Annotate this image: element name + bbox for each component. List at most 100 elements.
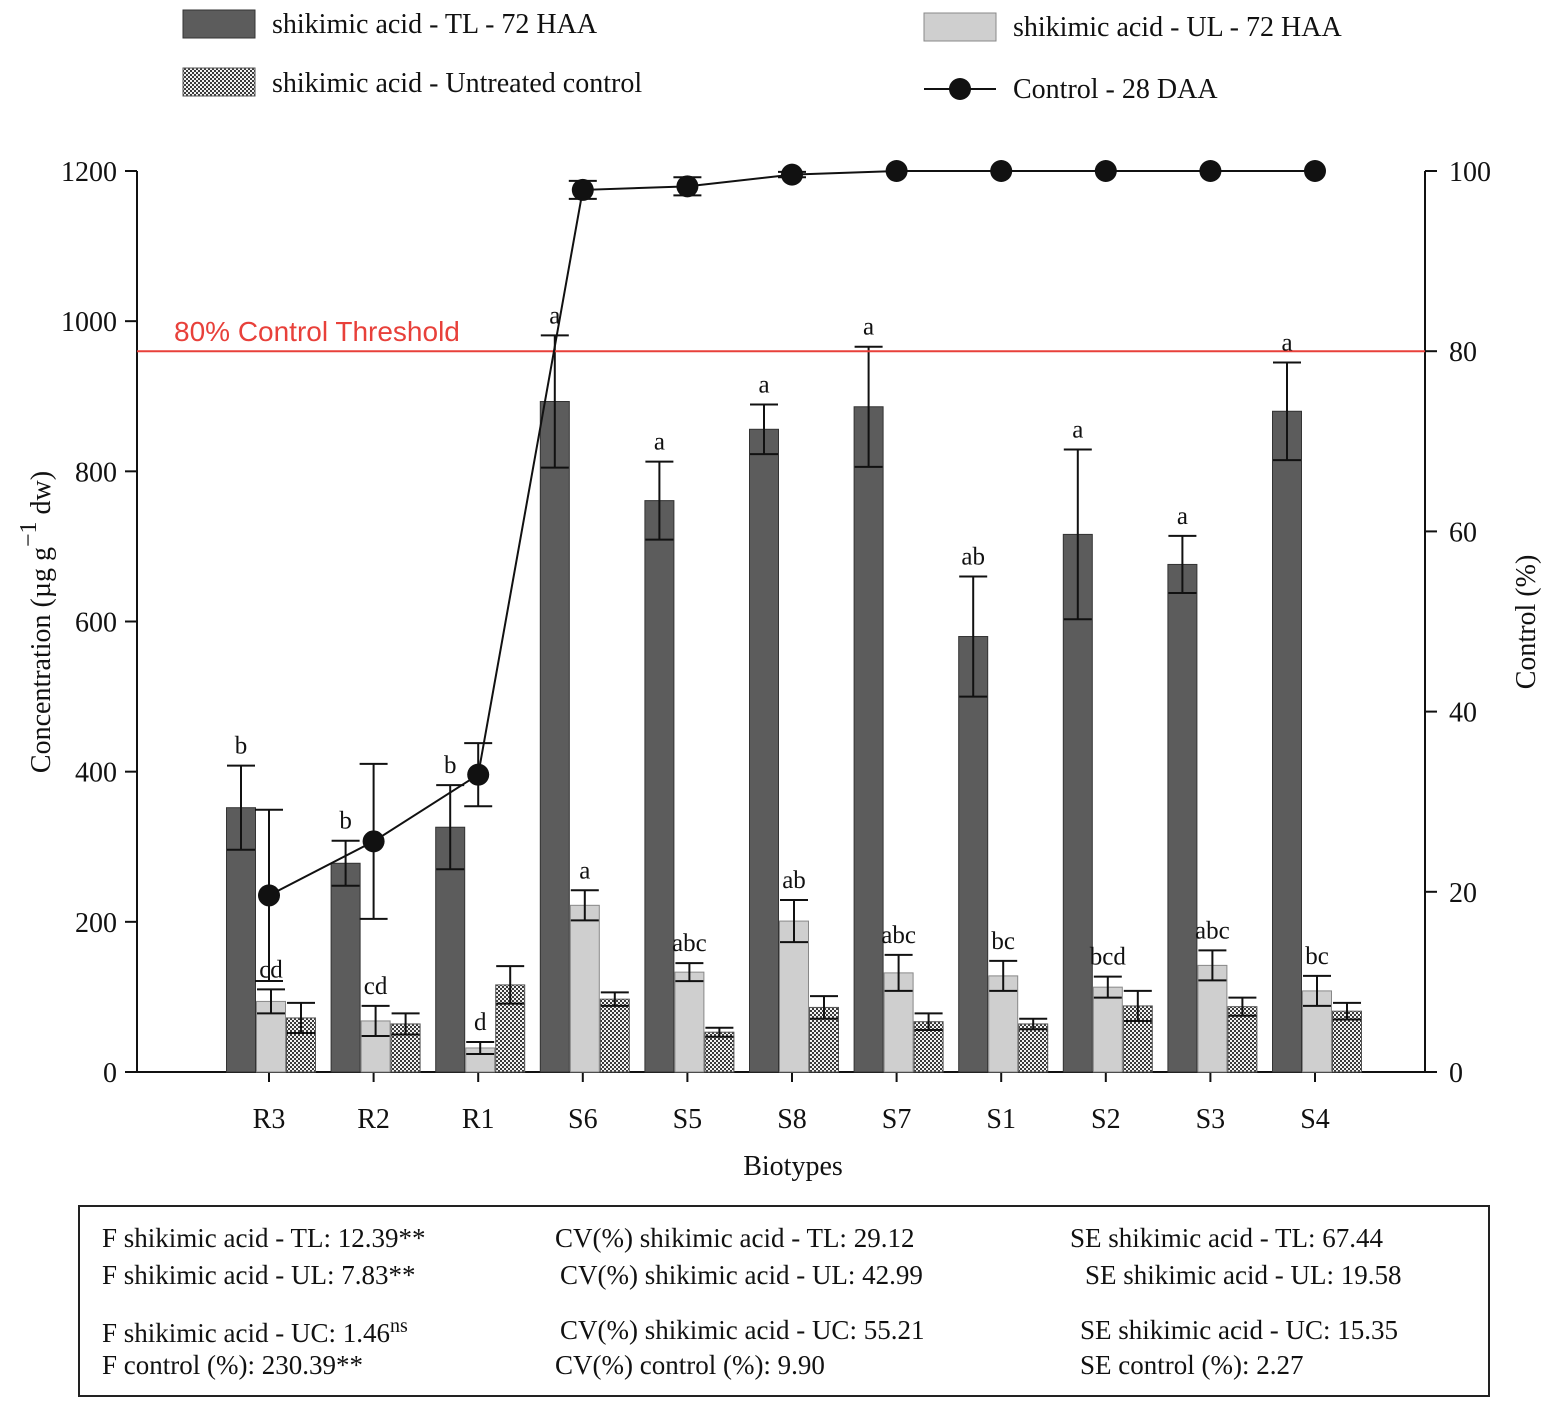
significance-letter: a bbox=[549, 302, 560, 329]
significance-letter: bc bbox=[1305, 943, 1329, 970]
legend-marker-control bbox=[949, 78, 971, 100]
bar-uc bbox=[599, 998, 630, 1073]
bar-tl bbox=[1167, 563, 1198, 1073]
stat-se-uc: SE shikimic acid - UC: 15.35 bbox=[1080, 1315, 1398, 1345]
control-point bbox=[781, 163, 803, 186]
bars bbox=[226, 334, 1362, 1073]
control-point bbox=[676, 175, 699, 198]
bar-uc bbox=[704, 1031, 735, 1073]
x-tick-label: S5 bbox=[673, 1104, 703, 1135]
bar-ul bbox=[674, 971, 705, 1073]
control-point bbox=[1094, 160, 1117, 182]
legend: shikimic acid - TL - 72 HAA shikimic acid… bbox=[182, 9, 1342, 105]
y-axis-left-label: Concentration (µg g−1 dw) bbox=[16, 471, 57, 773]
bar-ul bbox=[1197, 964, 1228, 1073]
significance-letter: b bbox=[444, 752, 457, 779]
bar-uc bbox=[1018, 1023, 1049, 1073]
stat-cv-uc: CV(%) shikimic acid - UC: 55.21 bbox=[560, 1315, 925, 1345]
legend-label-tl: shikimic acid - TL - 72 HAA bbox=[272, 9, 598, 40]
control-line bbox=[137, 160, 1425, 982]
significance-letter: a bbox=[758, 372, 769, 399]
chart-text: 0 200 400 600 800 1000 1200 0 20 40 60 80 100 R3 R2 R1 S… bbox=[16, 157, 1542, 1182]
x-tick-label: S3 bbox=[1196, 1104, 1226, 1135]
stat-f-ul: F shikimic acid - UL: 7.83** bbox=[102, 1260, 416, 1290]
significance-letter: cd bbox=[364, 973, 388, 1000]
stat-cv-tl: CV(%) shikimic acid - TL: 29.12 bbox=[555, 1223, 915, 1253]
bar-tl bbox=[226, 807, 256, 1073]
y-left-tick-label: 800 bbox=[75, 457, 117, 488]
stat-se-control: SE control (%): 2.27 bbox=[1080, 1350, 1304, 1380]
significance-letter: abc bbox=[881, 922, 916, 949]
bar-tl bbox=[958, 636, 989, 1073]
stat-cv-control: CV(%) control (%): 9.90 bbox=[555, 1350, 825, 1380]
control-point bbox=[885, 160, 908, 182]
significance-letter: ab bbox=[961, 543, 985, 570]
stat-f-control: F control (%): 230.39** bbox=[102, 1350, 363, 1380]
y-left-tick-label: 400 bbox=[75, 758, 117, 789]
significance-letter: a bbox=[1072, 417, 1083, 444]
control-point bbox=[258, 884, 280, 907]
stat-se-tl: SE shikimic acid - TL: 67.44 bbox=[1070, 1223, 1383, 1253]
y-left-tick-label: 600 bbox=[75, 608, 117, 639]
y-right-tick-label: 60 bbox=[1449, 517, 1477, 548]
x-tick-label: S1 bbox=[986, 1104, 1016, 1135]
y-left-tick-label: 1000 bbox=[61, 307, 117, 338]
bar-ul bbox=[1092, 986, 1123, 1073]
control-point bbox=[1304, 160, 1326, 182]
significance-letter: bc bbox=[991, 928, 1015, 955]
stat-f-uc-sup: ns bbox=[389, 1315, 408, 1337]
legend-swatch-uc bbox=[182, 67, 256, 97]
x-tick-label: S4 bbox=[1300, 1104, 1330, 1135]
threshold-label: 80% Control Threshold bbox=[174, 316, 460, 347]
y-left-tick-label: 200 bbox=[75, 908, 117, 939]
y-axis-left-label-sup: −1 bbox=[16, 521, 42, 547]
bar-uc bbox=[1227, 1006, 1258, 1073]
bar-tl bbox=[1062, 533, 1093, 1073]
y-axis-right-label: Control (%) bbox=[1511, 555, 1542, 690]
bar-tl bbox=[853, 406, 884, 1073]
y-right-tick-label: 40 bbox=[1449, 698, 1477, 729]
significance-letter: bcd bbox=[1090, 944, 1127, 971]
bar-uc bbox=[1332, 1010, 1362, 1073]
bar-tl bbox=[1272, 410, 1302, 1073]
y-left-tick-label: 1200 bbox=[61, 157, 117, 188]
bar-ul bbox=[988, 975, 1019, 1073]
statistics-box: F shikimic acid - TL: 12.39** F shikimic… bbox=[78, 1205, 1490, 1397]
x-tick-label: R3 bbox=[253, 1104, 286, 1135]
x-tick-label: R2 bbox=[357, 1104, 390, 1135]
y-right-tick-label: 80 bbox=[1449, 337, 1477, 368]
control-point bbox=[571, 178, 594, 201]
bar-tl bbox=[644, 500, 675, 1073]
legend-swatch-ul bbox=[923, 12, 997, 42]
y-axis-left-label-main: Concentration (µg g bbox=[26, 547, 57, 773]
x-tick-label: S8 bbox=[777, 1104, 807, 1135]
stat-f-tl: F shikimic acid - TL: 12.39** bbox=[102, 1223, 426, 1253]
control-point bbox=[1199, 160, 1222, 182]
y-right-tick-label: 100 bbox=[1449, 157, 1491, 188]
stat-se-ul: SE shikimic acid - UL: 19.58 bbox=[1085, 1260, 1402, 1290]
x-tick-label: R1 bbox=[462, 1104, 495, 1135]
legend-label-control: Control - 28 DAA bbox=[1013, 74, 1218, 105]
stat-f-uc-text: F shikimic acid - UC: 1.46 bbox=[102, 1318, 390, 1348]
bar-ul bbox=[569, 904, 600, 1073]
significance-letter: b bbox=[235, 733, 248, 760]
significance-letter: cd bbox=[259, 956, 283, 983]
significance-letter: a bbox=[654, 429, 665, 456]
significance-letter: b bbox=[339, 808, 352, 835]
legend-label-ul: shikimic acid - UL - 72 HAA bbox=[1013, 12, 1342, 43]
significance-letter: a bbox=[1281, 329, 1292, 356]
legend-swatch-tl bbox=[182, 9, 256, 39]
significance-letter: d bbox=[474, 1009, 487, 1036]
significance-letter: a bbox=[863, 314, 874, 341]
y-right-tick-label: 20 bbox=[1449, 878, 1477, 909]
stat-cv-ul: CV(%) shikimic acid - UL: 42.99 bbox=[560, 1260, 923, 1290]
significance-letter: abc bbox=[672, 930, 707, 957]
y-axis-left-label-tail: dw) bbox=[26, 471, 57, 522]
bar-tl bbox=[539, 401, 570, 1073]
stat-f-uc: F shikimic acid - UC: 1.46ns bbox=[102, 1315, 408, 1349]
control-point bbox=[990, 160, 1013, 182]
significance-letter: abc bbox=[1195, 917, 1230, 944]
significance-letter: ab bbox=[782, 867, 806, 894]
control-series-line bbox=[268, 170, 1315, 897]
